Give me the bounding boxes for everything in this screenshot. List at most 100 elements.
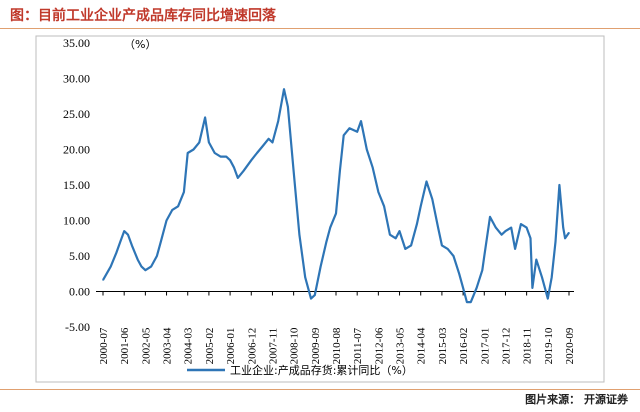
data-point: [329, 227, 331, 229]
data-point: [481, 269, 483, 271]
data-point: [204, 116, 206, 119]
data-point: [410, 244, 412, 246]
data-point: [256, 152, 258, 154]
data-point: [343, 134, 345, 136]
source-note: 图片来源： 开源证券: [525, 393, 628, 406]
x-tick-label: 2014-04: [416, 327, 428, 364]
y-tick-label: 5.00: [69, 249, 90, 263]
data-point: [177, 205, 179, 207]
data-point: [115, 251, 118, 253]
y-tick-label: 25.00: [63, 107, 90, 121]
data-point: [476, 287, 478, 289]
plot-frame: [35, 35, 605, 383]
x-tick-label: 2016-02: [458, 328, 470, 365]
data-point: [192, 148, 195, 151]
data-point: [187, 152, 189, 154]
data-point: [466, 301, 468, 303]
data-point: [268, 138, 270, 140]
data-point: [356, 131, 358, 133]
data-point: [156, 255, 158, 257]
data-point: [110, 266, 112, 268]
data-point: [447, 248, 449, 250]
data-point: [287, 106, 289, 108]
data-point: [504, 230, 507, 232]
y-tick-label: 0.00: [69, 285, 90, 299]
data-point: [140, 266, 143, 268]
data-point: [404, 248, 406, 250]
data-point: [398, 230, 401, 232]
data-point: [514, 248, 516, 250]
data-point: [529, 237, 532, 239]
data-point: [425, 180, 428, 183]
data-point: [462, 287, 464, 289]
data-point: [225, 156, 227, 158]
data-point: [339, 170, 341, 172]
x-tick-label: 2010-08: [331, 327, 343, 364]
data-point: [102, 279, 104, 281]
x-tick-label: 2000-07: [98, 327, 110, 364]
data-point: [389, 234, 391, 236]
x-tick-label: 2017-12: [500, 328, 512, 365]
y-tick-label: 30.00: [63, 72, 90, 86]
legend-label: 工业企业:产成品存货:累计同比（%）: [230, 363, 413, 377]
x-tick-label: 2020-09: [564, 327, 576, 364]
x-tick-label: 2008-10: [289, 327, 301, 364]
data-point: [233, 166, 235, 168]
y-unit-label: （%）: [124, 38, 156, 51]
data-point: [437, 227, 439, 229]
x-tick-label: 2005-02: [204, 328, 216, 365]
series-group: [102, 88, 570, 304]
data-point: [547, 298, 549, 300]
data-point: [243, 170, 245, 172]
x-tick-label: 2015-03: [437, 327, 449, 364]
data-point: [131, 244, 133, 246]
legend: 工业企业:产成品存货:累计同比（%）: [187, 363, 413, 377]
x-tick-label: 2001-06: [119, 327, 131, 364]
data-point: [293, 170, 295, 172]
data-point: [470, 301, 472, 303]
series-line-0: [102, 88, 570, 304]
data-point: [314, 294, 316, 296]
data-point: [360, 120, 362, 122]
data-point: [366, 148, 368, 151]
data-point: [452, 255, 455, 257]
x-tick-label: 2003-04: [162, 327, 174, 364]
y-tick-label: 10.00: [63, 214, 90, 228]
data-point: [165, 219, 168, 222]
x-tick-label: 2011-07: [352, 327, 364, 364]
x-tick-label: 2006-01: [225, 328, 237, 365]
data-point: [535, 259, 537, 261]
data-point: [483, 255, 485, 257]
data-point: [495, 227, 497, 229]
data-point: [526, 227, 528, 229]
data-point: [501, 234, 503, 236]
data-point: [325, 241, 327, 243]
data-point: [335, 212, 337, 214]
x-tick-label: 2019-10: [543, 327, 555, 364]
data-point: [320, 266, 322, 268]
data-point: [377, 191, 379, 193]
data-point: [137, 259, 139, 261]
data-point: [283, 88, 285, 90]
data-point: [160, 241, 162, 243]
data-point: [171, 209, 173, 211]
title-divider: [0, 28, 640, 29]
y-tick-label: 15.00: [63, 178, 90, 192]
data-point: [250, 159, 252, 161]
data-point: [562, 227, 564, 229]
data-point: [551, 276, 553, 278]
y-axis: 35.00 30.00 25.00 20.00 15.00 10.00 5.00 0.00 -5…: [63, 36, 574, 334]
x-tick-label: 2004-03: [183, 327, 195, 364]
page-title: 图：目前工业企业产成品库存同比增速回落: [10, 8, 276, 24]
x-tick-label: 2009-09: [310, 327, 322, 364]
data-point: [229, 159, 231, 161]
data-point: [237, 177, 239, 179]
data-point: [198, 141, 200, 143]
data-point: [298, 234, 300, 236]
data-point: [458, 273, 460, 275]
x-tick-label: 2006-12: [246, 328, 258, 365]
data-point: [441, 244, 443, 246]
x-tick-label: 2018-11: [522, 328, 534, 364]
x-tick-label: 2012-06: [373, 327, 385, 364]
